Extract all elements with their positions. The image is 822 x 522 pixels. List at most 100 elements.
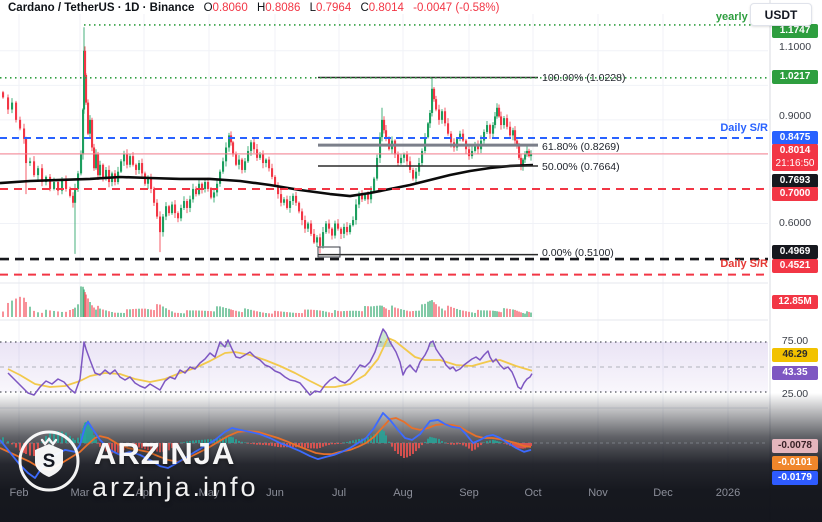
volume-bar bbox=[412, 311, 414, 317]
candle-body bbox=[253, 142, 256, 150]
candle-body bbox=[489, 125, 492, 134]
watermark-site-text: arzinja.info bbox=[92, 472, 259, 502]
macd-histogram-bar bbox=[319, 443, 321, 448]
volume-bar bbox=[512, 309, 514, 317]
candle-body bbox=[165, 206, 168, 217]
volume-bar bbox=[153, 310, 155, 317]
candle-body bbox=[213, 192, 216, 198]
volume-bar bbox=[500, 312, 502, 317]
macd-histogram-bar bbox=[364, 438, 366, 443]
volume-bar bbox=[376, 305, 378, 317]
fib-level-label: 61.80% (0.8269) bbox=[542, 141, 620, 153]
macd-histogram-bar bbox=[415, 443, 417, 452]
volume-bar bbox=[177, 312, 179, 317]
volume-bar bbox=[429, 300, 431, 317]
macd-histogram-bar bbox=[316, 443, 318, 449]
candle-body bbox=[268, 159, 271, 169]
price-label-0.7000: 0.7000 bbox=[772, 187, 818, 201]
volume-bar bbox=[381, 305, 383, 317]
candle-body bbox=[65, 180, 68, 189]
candle-body bbox=[192, 188, 195, 200]
volume-bar bbox=[334, 310, 336, 317]
macd-histogram-bar bbox=[385, 435, 387, 443]
volume-bar bbox=[120, 312, 122, 317]
macd-histogram-bar bbox=[394, 443, 396, 451]
macd-histogram-bar bbox=[429, 436, 431, 443]
macd-histogram-bar bbox=[391, 443, 393, 447]
macd-histogram-bar bbox=[522, 443, 524, 449]
time-axis-label-Aug: Aug bbox=[393, 487, 413, 499]
volume-bar bbox=[85, 294, 87, 317]
candle-body bbox=[177, 213, 180, 219]
daily-sr-lower-label: Daily S/R bbox=[720, 258, 768, 270]
candle-body bbox=[418, 163, 421, 172]
volume-bar bbox=[450, 306, 452, 317]
volume-bar bbox=[25, 302, 27, 317]
volume-bar bbox=[129, 309, 131, 317]
candle-body bbox=[171, 204, 174, 214]
macd-histogram-bar bbox=[516, 443, 518, 449]
macd-histogram-bar bbox=[376, 432, 378, 443]
volume-bar bbox=[89, 302, 91, 317]
candle-body bbox=[7, 97, 10, 110]
volume-bar bbox=[409, 311, 411, 317]
volume-bar bbox=[340, 311, 342, 317]
volume-bar bbox=[424, 303, 426, 317]
price-axis-tick: 1.1000 bbox=[778, 41, 812, 53]
candle-body bbox=[424, 137, 427, 151]
candle-body bbox=[162, 216, 165, 233]
candle-body bbox=[520, 157, 523, 167]
volume-bar bbox=[117, 312, 119, 317]
candle-body bbox=[530, 153, 533, 157]
candle-body bbox=[189, 199, 192, 208]
candle-body bbox=[298, 202, 301, 212]
volume-bar bbox=[379, 305, 381, 317]
price-label-0.7693: 0.7693 bbox=[772, 174, 818, 188]
volume-bar bbox=[367, 306, 369, 317]
candle-body bbox=[421, 150, 424, 164]
volume-bar bbox=[397, 308, 399, 317]
volume-bar bbox=[204, 310, 206, 317]
candle-body bbox=[49, 176, 52, 189]
candle-body bbox=[222, 161, 225, 172]
volume-bar bbox=[292, 312, 294, 317]
candle-body bbox=[95, 154, 98, 169]
drawing-box[interactable] bbox=[317, 246, 341, 258]
candle-body bbox=[57, 182, 60, 191]
volume-bar bbox=[80, 286, 82, 317]
macd-histogram-bar bbox=[518, 443, 520, 449]
candle-body bbox=[325, 223, 328, 233]
candle-body bbox=[503, 118, 506, 126]
candle-body bbox=[343, 226, 346, 234]
macd-histogram-bar bbox=[459, 443, 461, 445]
volume-bar bbox=[346, 310, 348, 317]
candle-body bbox=[307, 223, 310, 229]
candle-body bbox=[522, 159, 525, 167]
volume-bar bbox=[123, 312, 125, 317]
candle-body bbox=[364, 194, 367, 200]
macd-histogram-bar bbox=[498, 441, 500, 443]
candle-body bbox=[391, 140, 394, 150]
volume-bar bbox=[11, 300, 13, 317]
candle-body bbox=[230, 135, 233, 143]
candle-body bbox=[349, 225, 352, 233]
currency-toggle-button[interactable]: USDT bbox=[750, 3, 812, 26]
symbol-title[interactable]: Cardano / TetherUS · 1D · Binance bbox=[8, 2, 195, 14]
fib-level-label: 50.00% (0.7664) bbox=[542, 161, 620, 173]
volume-bar bbox=[520, 312, 522, 317]
candle-body bbox=[111, 173, 114, 183]
change-value: -0.0047 (-0.58%) bbox=[413, 2, 500, 14]
macd-histogram-bar bbox=[325, 443, 327, 446]
volume-bar bbox=[126, 309, 128, 317]
candle-body bbox=[135, 164, 138, 170]
volume-bar bbox=[41, 312, 43, 317]
candle-body bbox=[247, 150, 250, 162]
candle-body bbox=[102, 164, 105, 179]
macd-histogram-bar bbox=[494, 440, 496, 443]
open-value: 0.8060 bbox=[212, 2, 248, 14]
candle-body bbox=[153, 188, 156, 203]
time-axis-label-Sep: Sep bbox=[459, 487, 479, 499]
volume-bar bbox=[418, 310, 420, 317]
watermark-brand-text: ARZINJA bbox=[94, 436, 236, 471]
candle-body bbox=[526, 150, 529, 155]
